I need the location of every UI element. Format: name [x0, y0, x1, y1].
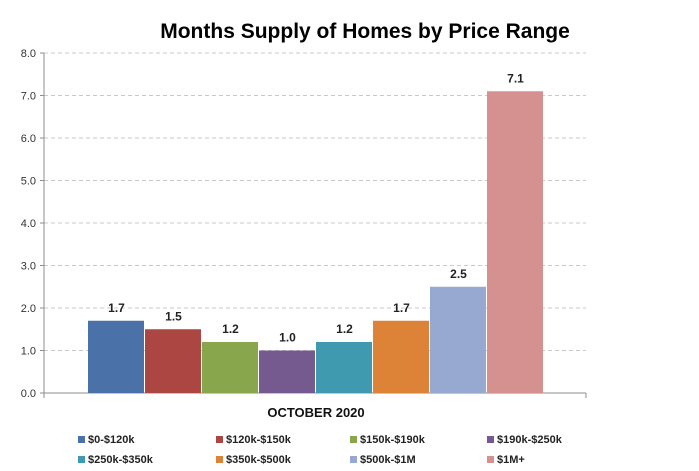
legend-swatch: [216, 456, 223, 463]
data-label: 1.2: [336, 322, 353, 336]
y-tick-label: 0.0: [21, 388, 36, 400]
legend-swatch: [216, 436, 223, 443]
legend-swatch: [350, 456, 357, 463]
legend-label: $120k-$150k: [226, 434, 292, 446]
bar: [145, 329, 201, 393]
bar: [202, 342, 258, 393]
x-axis-title: OCTOBER 2020: [267, 405, 364, 420]
data-label: 1.5: [165, 309, 182, 323]
y-tick-label: 6.0: [21, 133, 36, 145]
bar: [430, 286, 486, 393]
bars: [88, 91, 543, 393]
y-tick-label: 1.0: [21, 346, 36, 358]
data-labels: 1.7 1.5 1.2 1.0 1.2 1.7 2.5 7.1: [108, 71, 524, 344]
y-tick-label: 5.0: [21, 176, 36, 188]
y-axis-tick-labels: 0.0 1.0 2.0 3.0 4.0 5.0 6.0 7.0 8.0: [21, 48, 36, 400]
bar: [88, 320, 144, 393]
chart-title: Months Supply of Homes by Price Range: [160, 20, 570, 43]
data-label: 1.0: [279, 331, 296, 345]
y-tick-label: 2.0: [21, 303, 36, 315]
legend-label: $250k-$350k: [88, 454, 154, 466]
y-tick-label: 3.0: [21, 261, 36, 273]
legend-label: $150k-$190k: [360, 434, 426, 446]
data-label: 7.1: [507, 71, 524, 85]
data-label: 1.2: [222, 322, 239, 336]
data-label: 1.7: [108, 301, 125, 315]
y-tick-label: 7.0: [21, 91, 36, 103]
y-tick-label: 8.0: [21, 48, 36, 60]
legend-label: $1M+: [497, 454, 525, 466]
legend-swatch: [487, 456, 494, 463]
bar: [259, 350, 315, 393]
legend-label: $0-$120k: [88, 434, 135, 446]
bar: [316, 342, 372, 393]
legend-swatch: [350, 436, 357, 443]
data-label: 2.5: [450, 267, 467, 281]
bar: [487, 91, 543, 393]
bar: [373, 320, 429, 393]
legend-swatch: [78, 456, 85, 463]
legend-label: $350k-$500k: [226, 454, 292, 466]
legend-swatch: [78, 436, 85, 443]
legend-label: $500k-$1M: [360, 454, 416, 466]
legend-swatch: [487, 436, 494, 443]
y-tick-label: 4.0: [21, 218, 36, 230]
data-label: 1.7: [393, 301, 410, 315]
legend-label: $190k-$250k: [497, 434, 563, 446]
legend: $0-$120k $120k-$150k $150k-$190k $190k-$250…: [78, 434, 563, 466]
